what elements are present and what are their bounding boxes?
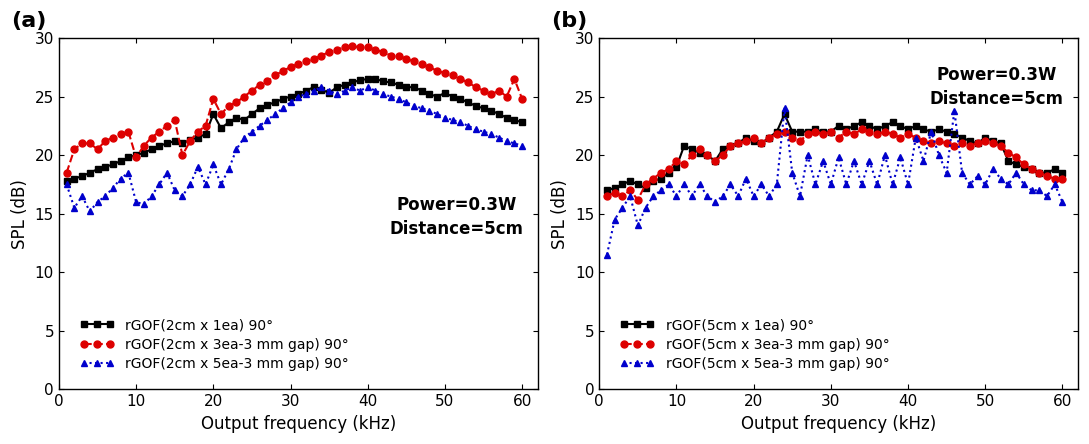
rGOF(5cm x 1ea) 90° xyxy=(755,141,768,146)
rGOF(2cm x 3ea-3 mm gap) 90° xyxy=(192,129,205,135)
rGOF(5cm x 5ea-3 mm gap) 90° xyxy=(1056,199,1069,205)
rGOF(5cm x 5ea-3 mm gap) 90° xyxy=(894,155,907,160)
rGOF(2cm x 5ea-3 mm gap) 90° xyxy=(83,209,96,214)
Y-axis label: SPL (dB): SPL (dB) xyxy=(11,179,29,249)
rGOF(2cm x 3ea-3 mm gap) 90° xyxy=(207,96,220,102)
rGOF(2cm x 3ea-3 mm gap) 90° xyxy=(345,44,358,49)
rGOF(5cm x 5ea-3 mm gap) 90° xyxy=(600,252,613,258)
Line: rGOF(2cm x 3ea-3 mm gap) 90°: rGOF(2cm x 3ea-3 mm gap) 90° xyxy=(63,43,526,176)
rGOF(5cm x 5ea-3 mm gap) 90° xyxy=(755,182,768,187)
Line: rGOF(5cm x 3ea-3 mm gap) 90°: rGOF(5cm x 3ea-3 mm gap) 90° xyxy=(603,126,1066,203)
Legend: rGOF(5cm x 1ea) 90°, rGOF(5cm x 3ea-3 mm gap) 90°, rGOF(5cm x 5ea-3 mm gap) 90°: rGOF(5cm x 1ea) 90°, rGOF(5cm x 3ea-3 mm… xyxy=(615,314,894,376)
rGOF(5cm x 5ea-3 mm gap) 90° xyxy=(717,194,730,199)
Line: rGOF(2cm x 5ea-3 mm gap) 90°: rGOF(2cm x 5ea-3 mm gap) 90° xyxy=(63,83,526,215)
rGOF(5cm x 1ea) 90° xyxy=(894,123,907,128)
rGOF(5cm x 3ea-3 mm gap) 90° xyxy=(755,141,768,146)
rGOF(5cm x 1ea) 90° xyxy=(677,143,690,148)
rGOF(2cm x 1ea) 90° xyxy=(207,111,220,117)
rGOF(5cm x 3ea-3 mm gap) 90° xyxy=(632,197,645,202)
rGOF(2cm x 5ea-3 mm gap) 90° xyxy=(315,84,328,90)
rGOF(5cm x 3ea-3 mm gap) 90° xyxy=(724,143,737,148)
rGOF(5cm x 5ea-3 mm gap) 90° xyxy=(677,182,690,187)
rGOF(2cm x 1ea) 90° xyxy=(60,178,73,183)
rGOF(2cm x 1ea) 90° xyxy=(345,80,358,85)
rGOF(5cm x 5ea-3 mm gap) 90° xyxy=(778,106,791,111)
rGOF(5cm x 1ea) 90° xyxy=(1056,170,1069,175)
rGOF(2cm x 5ea-3 mm gap) 90° xyxy=(215,182,228,187)
rGOF(2cm x 3ea-3 mm gap) 90° xyxy=(60,170,73,175)
rGOF(2cm x 1ea) 90° xyxy=(192,135,205,140)
rGOF(2cm x 5ea-3 mm gap) 90° xyxy=(60,182,73,187)
rGOF(5cm x 3ea-3 mm gap) 90° xyxy=(1056,176,1069,181)
rGOF(2cm x 1ea) 90° xyxy=(137,150,150,155)
Y-axis label: SPL (dB): SPL (dB) xyxy=(551,179,570,249)
rGOF(5cm x 1ea) 90° xyxy=(747,139,760,144)
rGOF(5cm x 3ea-3 mm gap) 90° xyxy=(739,139,752,144)
rGOF(2cm x 3ea-3 mm gap) 90° xyxy=(176,152,189,158)
rGOF(2cm x 5ea-3 mm gap) 90° xyxy=(515,143,528,148)
rGOF(2cm x 5ea-3 mm gap) 90° xyxy=(362,84,375,90)
Line: rGOF(5cm x 5ea-3 mm gap) 90°: rGOF(5cm x 5ea-3 mm gap) 90° xyxy=(603,105,1066,258)
rGOF(5cm x 1ea) 90° xyxy=(600,188,613,193)
rGOF(2cm x 3ea-3 mm gap) 90° xyxy=(137,143,150,148)
Legend: rGOF(2cm x 1ea) 90°, rGOF(2cm x 3ea-3 mm gap) 90°, rGOF(2cm x 5ea-3 mm gap) 90°: rGOF(2cm x 1ea) 90°, rGOF(2cm x 3ea-3 mm… xyxy=(75,314,353,376)
rGOF(2cm x 3ea-3 mm gap) 90° xyxy=(354,45,367,50)
Line: rGOF(5cm x 1ea) 90°: rGOF(5cm x 1ea) 90° xyxy=(604,111,1065,193)
rGOF(5cm x 3ea-3 mm gap) 90° xyxy=(600,194,613,199)
rGOF(2cm x 3ea-3 mm gap) 90° xyxy=(215,111,228,117)
Text: Power=0.3W
Distance=5cm: Power=0.3W Distance=5cm xyxy=(389,196,523,238)
rGOF(2cm x 1ea) 90° xyxy=(176,141,189,146)
rGOF(2cm x 5ea-3 mm gap) 90° xyxy=(199,182,212,187)
Line: rGOF(2cm x 1ea) 90°: rGOF(2cm x 1ea) 90° xyxy=(64,76,525,184)
rGOF(5cm x 3ea-3 mm gap) 90° xyxy=(762,135,775,140)
rGOF(2cm x 1ea) 90° xyxy=(215,126,228,131)
rGOF(5cm x 1ea) 90° xyxy=(717,147,730,152)
Text: Power=0.3W
Distance=5cm: Power=0.3W Distance=5cm xyxy=(930,66,1064,108)
rGOF(5cm x 3ea-3 mm gap) 90° xyxy=(902,131,915,137)
rGOF(5cm x 3ea-3 mm gap) 90° xyxy=(855,127,868,132)
rGOF(2cm x 5ea-3 mm gap) 90° xyxy=(222,166,235,172)
rGOF(5cm x 1ea) 90° xyxy=(778,111,791,117)
Text: (a): (a) xyxy=(11,11,47,31)
rGOF(2cm x 3ea-3 mm gap) 90° xyxy=(515,96,528,102)
rGOF(2cm x 5ea-3 mm gap) 90° xyxy=(145,194,158,199)
Text: (b): (b) xyxy=(551,11,588,31)
rGOF(5cm x 5ea-3 mm gap) 90° xyxy=(732,194,745,199)
rGOF(5cm x 5ea-3 mm gap) 90° xyxy=(747,194,760,199)
rGOF(2cm x 1ea) 90° xyxy=(362,76,375,82)
rGOF(2cm x 5ea-3 mm gap) 90° xyxy=(184,182,197,187)
X-axis label: Output frequency (kHz): Output frequency (kHz) xyxy=(741,415,937,433)
rGOF(5cm x 3ea-3 mm gap) 90° xyxy=(685,152,698,158)
rGOF(5cm x 1ea) 90° xyxy=(732,141,745,146)
X-axis label: Output frequency (kHz): Output frequency (kHz) xyxy=(200,415,396,433)
rGOF(2cm x 1ea) 90° xyxy=(515,119,528,125)
